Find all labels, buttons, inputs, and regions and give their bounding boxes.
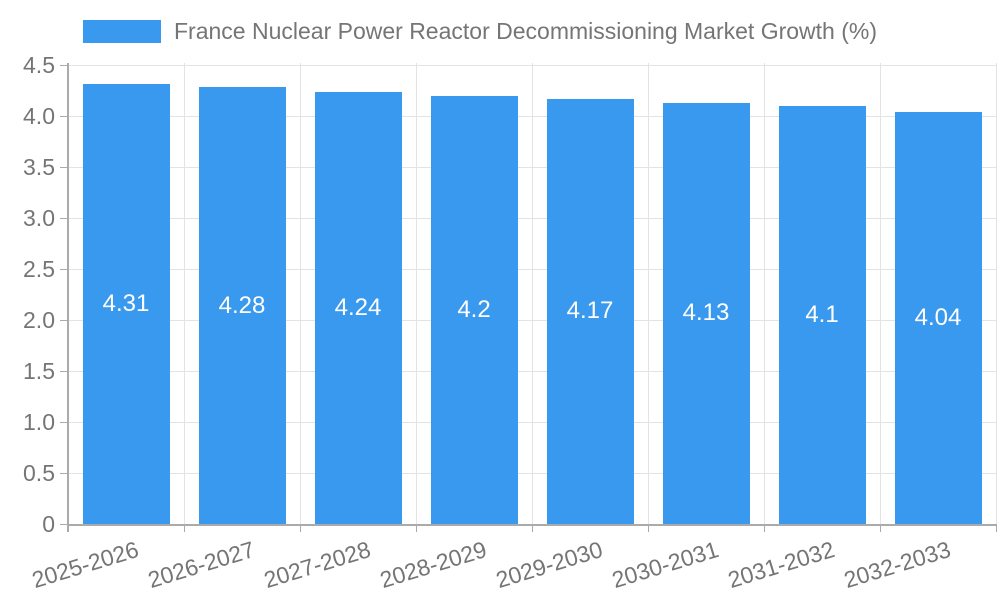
x-axis-tick-label: 2027-2028	[260, 536, 374, 594]
x-tick-mark	[764, 524, 765, 532]
bar-value-label: 4.1	[805, 300, 839, 328]
x-tick-mark	[184, 524, 185, 532]
x-axis-tick-label: 2029-2030	[492, 536, 606, 594]
x-gridline	[996, 63, 997, 524]
x-gridline	[764, 63, 765, 524]
y-tick-mark	[60, 65, 68, 66]
x-gridline	[184, 63, 185, 524]
y-tick-mark	[60, 320, 68, 321]
x-tick-mark	[880, 524, 881, 532]
bar-value-label: 4.17	[566, 297, 614, 325]
y-axis-tick-label: 2.0	[23, 307, 55, 333]
bar-value-label: 4.13	[682, 299, 730, 327]
x-gridline	[532, 63, 533, 524]
y-tick-mark	[60, 218, 68, 219]
y-axis-line	[67, 63, 69, 532]
y-axis-tick-label: 4.5	[23, 52, 55, 78]
x-axis-tick-label: 2026-2027	[144, 536, 258, 594]
x-axis-tick-label: 2028-2029	[376, 536, 490, 594]
bar[interactable]	[894, 111, 982, 524]
bar[interactable]	[662, 102, 750, 524]
bar[interactable]	[778, 105, 866, 524]
x-gridline	[880, 63, 881, 524]
x-tick-mark	[648, 524, 649, 532]
x-gridline	[300, 63, 301, 524]
bar-value-label: 4.31	[102, 290, 150, 318]
y-tick-mark	[60, 116, 68, 117]
legend[interactable]: France Nuclear Power Reactor Decommissio…	[83, 18, 877, 45]
x-axis-tick-label: 2025-2026	[28, 536, 142, 594]
legend-swatch-icon[interactable]	[83, 20, 161, 43]
bar-value-label: 4.28	[218, 291, 266, 319]
x-axis-tick-label: 2032-2033	[840, 536, 954, 594]
y-tick-mark	[60, 269, 68, 270]
y-axis-tick-label: 1.5	[23, 358, 55, 384]
bar[interactable]	[198, 87, 286, 524]
bar[interactable]	[314, 91, 402, 524]
x-tick-mark	[416, 524, 417, 532]
y-tick-mark	[60, 167, 68, 168]
y-axis-tick-label: 3.0	[23, 205, 55, 231]
bar-value-label: 4.2	[457, 295, 491, 323]
x-tick-mark	[300, 524, 301, 532]
y-tick-mark	[60, 371, 68, 372]
legend-label: France Nuclear Power Reactor Decommissio…	[174, 18, 877, 44]
y-axis-tick-label: 0	[42, 511, 55, 537]
y-tick-mark	[60, 473, 68, 474]
bar[interactable]	[546, 98, 634, 524]
x-gridline	[648, 63, 649, 524]
x-tick-mark	[532, 524, 533, 532]
y-tick-mark	[60, 422, 68, 423]
y-axis-tick-label: 1.0	[23, 409, 55, 435]
x-axis-tick-label: 2031-2032	[724, 536, 838, 594]
y-axis-tick-label: 4.0	[23, 103, 55, 129]
bar[interactable]	[82, 84, 170, 524]
x-axis-line	[67, 524, 997, 526]
y-axis-tick-label: 3.5	[23, 154, 55, 180]
y-axis-tick-label: 0.5	[23, 460, 55, 486]
x-tick-mark	[996, 524, 997, 532]
bar-value-label: 4.04	[914, 303, 962, 331]
bar[interactable]	[430, 95, 518, 524]
y-axis-tick-label: 2.5	[23, 256, 55, 282]
bar-value-label: 4.24	[334, 293, 382, 321]
y-tick-mark	[60, 524, 68, 525]
x-axis-tick-label: 2030-2031	[608, 536, 722, 594]
x-gridline	[416, 63, 417, 524]
